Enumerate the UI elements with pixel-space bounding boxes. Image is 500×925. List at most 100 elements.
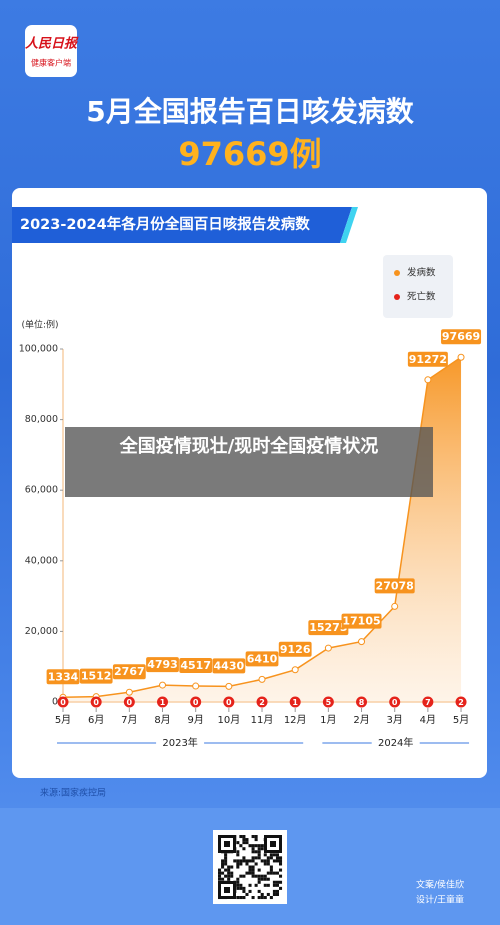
qr-cell [245,838,249,842]
qr-cell [257,874,261,878]
qr-cell [257,856,261,860]
death-point [256,696,268,708]
qr-cell [218,874,222,878]
qr-cell [242,874,246,878]
x-tick-label: 9月 [187,714,203,726]
qr-cell [260,844,264,848]
label-box [441,329,482,345]
qr-cell [239,886,243,890]
y-tick-label: 40,000 [25,555,58,566]
y-tick-label: 100,000 [19,344,58,355]
x-tick-label: 10月 [217,714,240,726]
year-label: 2023年 [162,736,197,749]
qr-cell [279,859,283,863]
qr-cell [248,883,252,887]
death-point [322,696,334,708]
highlight: 97669例 [178,135,321,173]
banner-edge [340,207,358,243]
y-axis-label: (单位:例) [21,319,58,331]
qr-cell [275,871,279,875]
point [457,353,465,361]
death-point [90,696,102,708]
qr-cell [239,896,243,900]
year-label: 2024年 [378,736,413,749]
qr-cell [239,835,243,839]
qr-cell [239,862,243,866]
qr-cell [248,868,252,872]
qr-cell [266,862,270,866]
qr-cell [242,847,246,851]
x-tick-label: 5月 [55,714,71,726]
qr-cell [266,859,270,863]
qr-cell [275,856,279,860]
qr-cell [248,889,252,893]
qr-cell [263,896,267,900]
qr-cell [266,856,270,860]
data-label: 2 [259,698,265,707]
qr-cell [254,856,258,860]
qr-cell [275,853,279,857]
qr-cell [236,841,240,845]
qr-cell [239,859,243,863]
qr-cell [272,853,276,857]
qr-cell [224,853,228,857]
qr-cell [263,874,267,878]
qr-cell [269,853,273,857]
qr-cell [236,886,240,890]
y-tick-label: 60,000 [25,485,58,496]
qr-cell [251,865,255,869]
qr-cell [221,871,225,875]
data-label: 0 [60,698,66,707]
qr-cell [275,880,279,884]
qr-cell [260,847,264,851]
qr-cell [279,886,283,890]
label-box [112,664,146,680]
data-label: 27078 [376,579,414,592]
qr-cell [242,889,246,893]
qr-cell [257,868,261,872]
qr-cell [251,844,255,848]
qr-cell [263,862,267,866]
qr-cell [245,871,249,875]
point [424,376,432,384]
qr-cell [254,850,258,854]
data-label: 8 [359,698,365,707]
data-label: 7 [425,698,431,707]
qr-cell [263,859,267,863]
death-point [57,696,69,708]
qr-cell [221,859,225,863]
qr-cell [236,883,240,887]
qr-cell [269,856,273,860]
qr-cell [245,859,249,863]
qr-cell [260,896,264,900]
point [324,644,332,652]
qr-cell [224,859,228,863]
qr-cell [251,871,255,875]
qr-cell [279,880,283,884]
qr-cell [242,896,246,900]
data-label: 91272 [409,353,447,366]
qr-cell [221,865,225,869]
qr-cell [254,835,258,839]
qr-cell [279,862,283,866]
qr-cell [224,874,228,878]
label-box [407,351,448,367]
y-tick-label: 20,000 [25,626,58,637]
qr-cell [257,896,261,900]
qr-cell [242,856,246,860]
qr-cell [260,892,264,896]
qr-cell [272,889,276,893]
label-box [341,613,382,629]
qr-cell [272,892,276,896]
qr-cell [251,847,255,851]
data-label: 9126 [280,643,311,656]
death-point [123,696,135,708]
qr-cell [218,877,222,881]
qr-cell [245,892,249,896]
x-tick-label: 11月 [251,714,274,726]
label-box [278,641,312,657]
qr-cell [227,874,231,878]
death-point [356,696,368,708]
qr-cell [254,883,258,887]
qr-cell [236,865,240,869]
